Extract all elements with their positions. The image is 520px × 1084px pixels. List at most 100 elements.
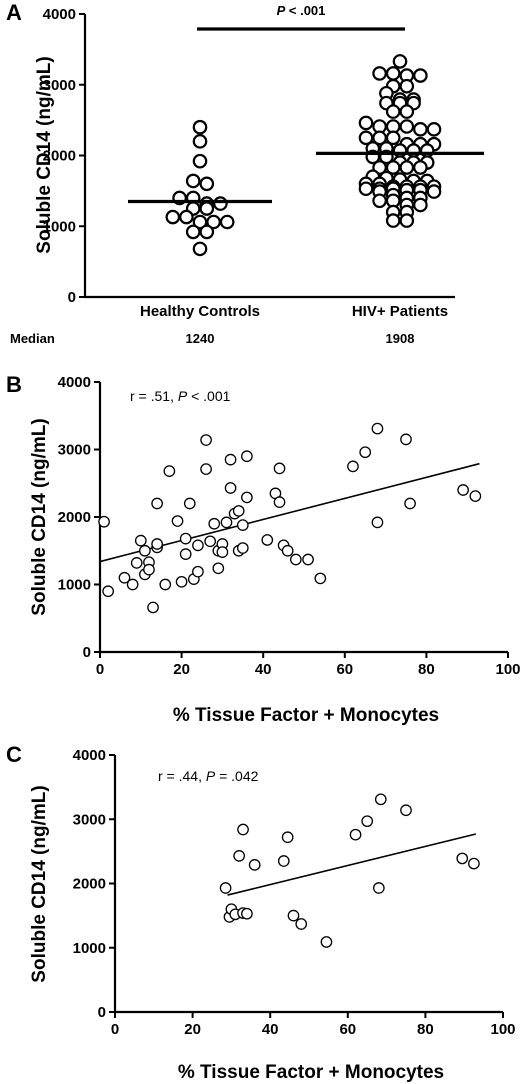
panel-b-data-point <box>314 572 327 585</box>
panel-c-x-tick-label: 100 <box>490 1021 515 1038</box>
panel-b-data-point <box>179 532 192 545</box>
panel-b-data-point <box>347 460 359 473</box>
panel-b-data-point <box>241 491 253 504</box>
panel-b-y-tick-label: 1000 <box>58 577 91 594</box>
hiv-patient-point <box>385 66 401 81</box>
healthy-control-point <box>192 134 208 149</box>
hiv-patient-point <box>413 122 428 137</box>
healthy-control-point <box>185 224 201 240</box>
category-hiv-patients: HIV+ Patients <box>352 303 448 320</box>
hiv-patient-point <box>385 160 401 175</box>
healthy-control-point <box>199 224 215 240</box>
panel-b-data-point <box>212 562 225 575</box>
panel-c-x-tick-label: 80 <box>417 1021 434 1038</box>
panel-c-data-point <box>372 882 385 894</box>
panel-b-data-point <box>179 548 192 560</box>
panel-b-data-point <box>183 497 196 510</box>
panel-b-data-point <box>200 463 212 475</box>
panel-c-data-point <box>233 850 246 862</box>
panel-b-x-axis-label: % Tissue Factor + Monocytes <box>173 705 439 726</box>
panel-b-x-tick-label: 80 <box>418 661 435 678</box>
panel-c-x-tick-label: 20 <box>184 1021 201 1038</box>
panel-c-data-point <box>219 882 232 894</box>
healthy-control-point <box>199 176 215 192</box>
panel-b-data-point <box>273 462 286 475</box>
panel-c-data-point <box>277 855 290 867</box>
panel-b-data-point <box>200 434 212 446</box>
hiv-patient-point <box>385 104 401 119</box>
hiv-patient-point <box>399 78 415 94</box>
hiv-patient-point <box>413 160 428 175</box>
panel-a-y-axis-label: Soluble CD14 (ng/mL) <box>34 56 55 253</box>
panel-b-data-point <box>163 465 176 477</box>
panel-b-x-tick-label: 20 <box>173 661 190 678</box>
panel-c-data-point <box>349 828 362 841</box>
panel-b-y-axis-label: Soluble CD14 (ng/mL) <box>29 418 50 615</box>
panel-c-data-point <box>468 857 480 870</box>
panel-b-x-tick-label: 40 <box>255 661 272 678</box>
panel-b-data-point <box>216 546 229 558</box>
healthy-control-point <box>199 201 215 216</box>
panel-c-label: C <box>6 742 22 767</box>
panel-b-data-point <box>143 563 155 576</box>
panel-b-data-point <box>139 544 151 557</box>
panel-b-data-point <box>171 515 184 527</box>
panel-b-data-point <box>371 422 384 435</box>
panel-b-data-point <box>151 497 163 510</box>
panel-c-data-point <box>237 823 249 836</box>
healthy-control-point <box>219 214 235 230</box>
hiv-patient-point <box>372 130 387 146</box>
panel-b: B Soluble CD14 (ng/mL) 01000200030004000… <box>6 372 520 726</box>
healthy-control-point <box>192 214 208 230</box>
panel-a-label: A <box>6 0 22 25</box>
panel-c-y-tick-label: 0 <box>98 1004 106 1021</box>
panel-c-x-axis-label: % Tissue Factor + Monocytes <box>178 1062 444 1083</box>
hiv-patient-point <box>413 68 428 83</box>
panel-b-data-point <box>134 534 147 547</box>
panel-c-y-tick-label: 4000 <box>73 747 106 764</box>
panel-c-y-tick-label: 2000 <box>73 876 106 893</box>
panel-c-data-point <box>361 815 374 828</box>
panel-b-data-point <box>224 482 237 494</box>
panel-b-x-tick-label: 0 <box>96 661 104 678</box>
panel-b-data-point <box>236 542 249 554</box>
panel-b-data-point <box>302 553 314 566</box>
hiv-patient-point <box>399 160 415 175</box>
healthy-control-point <box>179 209 194 225</box>
panel-b-data-point <box>208 517 221 530</box>
panel-b-data-point <box>147 601 159 614</box>
panel-b-data-point <box>159 578 172 591</box>
panel-b-data-point <box>204 535 217 548</box>
panel-b-data-point <box>224 453 237 466</box>
healthy-control-point <box>185 173 201 189</box>
panel-c-data-point <box>295 918 308 930</box>
panel-b-data-point <box>469 490 482 502</box>
panel-c-x-tick-label: 40 <box>262 1021 279 1038</box>
hiv-patient-point <box>399 213 415 228</box>
panel-c-data-point <box>287 909 300 922</box>
hiv-patient-point <box>372 66 387 81</box>
hiv-patient-point <box>358 181 374 197</box>
panel-c-regression-line <box>227 833 477 896</box>
hiv-patient-point <box>392 54 408 69</box>
category-healthy-controls: Healthy Controls <box>140 303 260 320</box>
panel-c-y-axis-label: Soluble CD14 (ng/mL) <box>29 785 50 982</box>
panel-c-data-point <box>320 936 333 948</box>
panel-b-data-point <box>220 516 233 529</box>
panel-a-y-tick-label: 2000 <box>43 148 76 165</box>
panel-b-data-point <box>404 497 416 510</box>
panel-c-data-point <box>374 793 387 806</box>
panel-b-data-point <box>232 505 245 517</box>
healthy-control-point <box>206 214 221 230</box>
healthy-control-point <box>213 196 228 211</box>
panel-b-data-point <box>151 538 163 550</box>
panel-b-x-tick-label: 60 <box>336 661 353 678</box>
median-value-healthy: 1240 <box>186 331 215 346</box>
median-row-label: Median <box>10 331 55 346</box>
significance-label: P < .001 <box>277 3 326 18</box>
panel-c-data-point <box>248 859 261 871</box>
panel-b-data-point <box>118 571 131 584</box>
panel-b-data-point <box>289 553 302 566</box>
panel-b-correlation-stat: r = .51, P < .001 <box>130 388 231 404</box>
